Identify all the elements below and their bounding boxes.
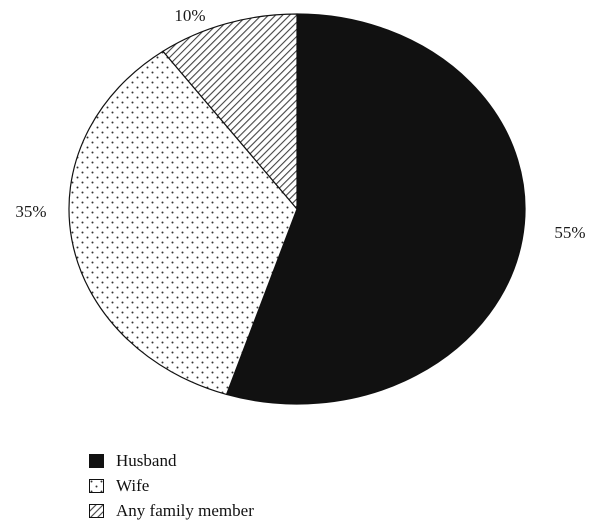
slice-label-any-family-member: 10% xyxy=(174,6,205,25)
legend-label: Wife xyxy=(116,476,150,495)
slice-label-wife: 35% xyxy=(15,202,46,221)
legend-swatch-hatch xyxy=(89,503,104,518)
pie-slice-wife xyxy=(68,50,298,396)
slice-label-husband: 55% xyxy=(554,223,585,242)
pie-slice-any-family-member xyxy=(162,13,298,210)
legend-swatch-solid xyxy=(89,453,104,468)
legend-swatch-dots xyxy=(89,478,104,493)
legend-item-wife: Wife xyxy=(89,473,254,498)
legend-item-husband: Husband xyxy=(89,448,254,473)
legend: Husband Wife Any family member xyxy=(89,448,254,523)
legend-label: Any family member xyxy=(116,501,254,520)
legend-label: Husband xyxy=(116,451,177,470)
legend-item-any-family-member: Any family member xyxy=(89,498,254,523)
pie-slice-husband xyxy=(225,13,526,405)
